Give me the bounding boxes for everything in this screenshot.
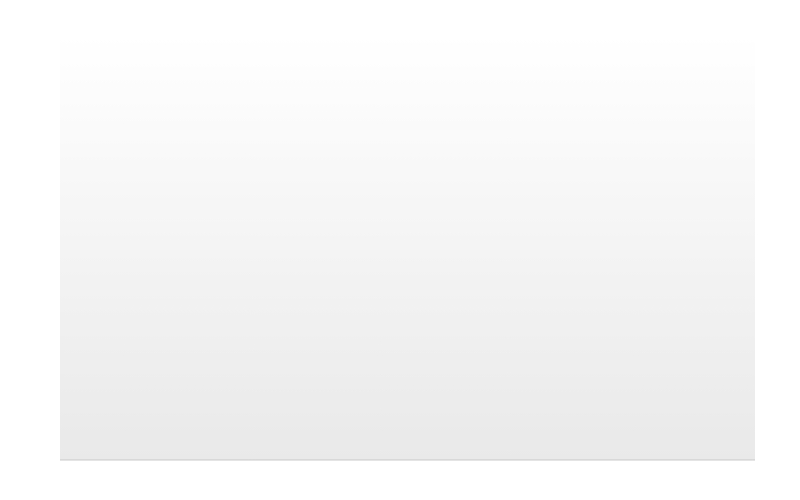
line-chart [0,0,800,500]
chart-container [0,0,800,500]
plot-area [60,35,755,460]
